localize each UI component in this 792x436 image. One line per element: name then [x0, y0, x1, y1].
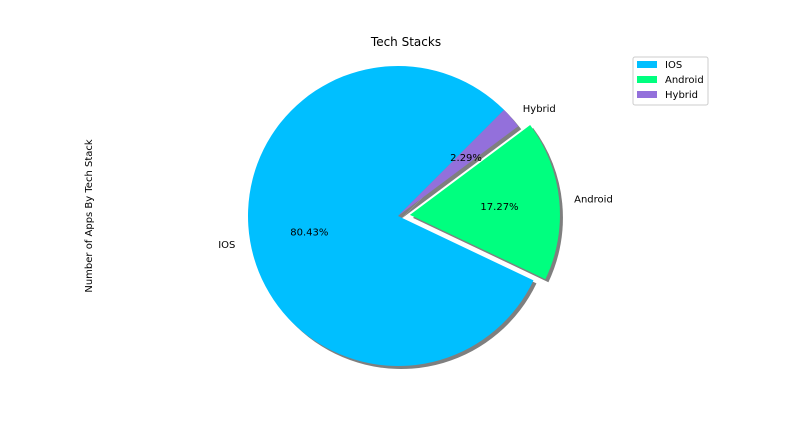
slice-label-ios: IOS [218, 240, 235, 251]
legend-label-hybrid: Hybrid [665, 90, 698, 101]
slice-pct-ios: 80.43% [290, 227, 328, 238]
y-axis-label: Number of Apps By Tech Stack [84, 139, 95, 293]
legend-label-android: Android [665, 75, 704, 86]
chart-title: Tech Stacks [370, 35, 441, 49]
legend: IOS Android Hybrid [632, 56, 709, 106]
legend-swatch-ios [637, 61, 657, 68]
slice-pct-android: 17.27% [480, 202, 518, 213]
pie-slice-ios [248, 65, 534, 367]
legend-swatch-android [637, 76, 657, 83]
slice-labels: IOS 80.43% Android 17.27% Hybrid 2.29% [218, 104, 613, 251]
pie-slice-android [409, 125, 560, 280]
pie-slice-hybrid [398, 109, 519, 216]
slice-pct-hybrid: 2.29% [450, 153, 482, 164]
slice-label-hybrid: Hybrid [523, 104, 556, 115]
slice-label-android: Android [574, 195, 613, 206]
legend-swatch-hybrid [637, 91, 657, 98]
slices [248, 65, 560, 367]
legend-label-ios: IOS [665, 60, 682, 71]
